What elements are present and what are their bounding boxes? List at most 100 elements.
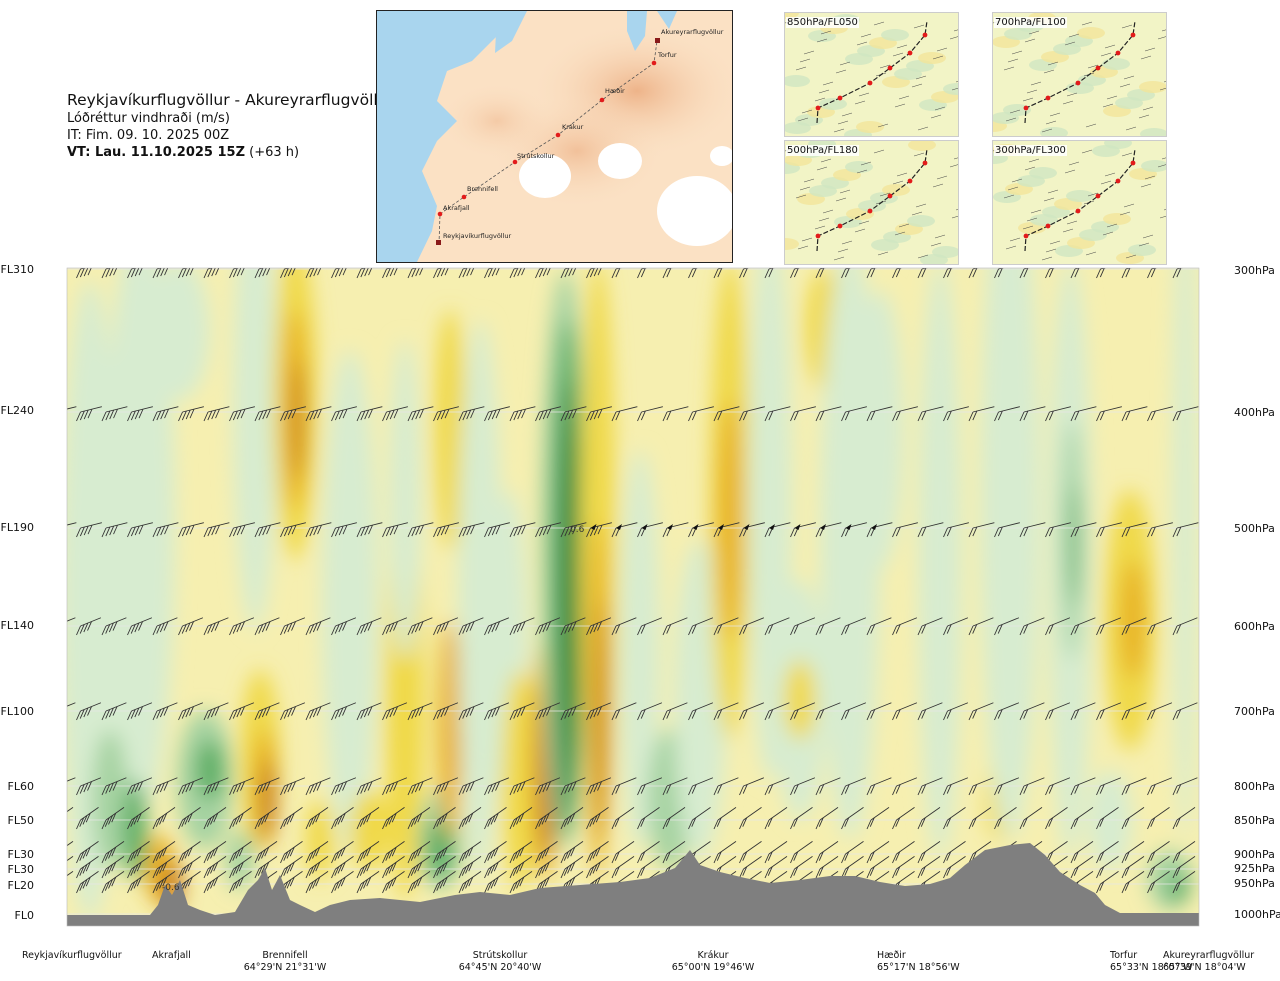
wind-barb (1070, 856, 1094, 879)
thumbnail-route (816, 20, 928, 124)
station-label: Hæðir 65°17'N 18°56'W (877, 950, 960, 974)
wind-barb (67, 807, 74, 813)
thumbnail-barb (1085, 251, 1097, 256)
wind-barb (152, 777, 178, 796)
thumbnail-barb (1041, 256, 1053, 261)
thumbnail-barb (858, 92, 870, 97)
wind-barb (560, 702, 586, 721)
thumbnail-barb (949, 164, 958, 168)
wind-barb (815, 856, 839, 879)
wind-barb (1045, 406, 1071, 422)
velocity-cell (292, 360, 304, 480)
valid-time: VT: Lau. 11.10.2025 15Z (+63 h) (67, 144, 394, 161)
thumbnail-barb (856, 169, 868, 174)
wind-barb (637, 856, 660, 879)
wind-barb (331, 522, 357, 538)
wind-barb (968, 617, 994, 636)
wind-barb (509, 522, 536, 538)
wind-barb (1019, 406, 1046, 422)
wind-barb (76, 406, 102, 422)
wind-barb (866, 807, 890, 830)
thumbnail-barb (1030, 209, 1042, 214)
wind-barb (1019, 777, 1045, 796)
wind-barb (484, 617, 510, 636)
terrain-profile (67, 843, 1199, 926)
thumbnail-station (837, 95, 843, 101)
thumbnail-field-cell (882, 184, 910, 196)
thumbnail-field-cell (819, 98, 847, 110)
wind-barb (229, 617, 255, 636)
thumbnail-barb (799, 58, 811, 63)
thumbnail-barb (801, 237, 813, 242)
wind-barb (127, 777, 153, 796)
wind-barb (1096, 702, 1122, 721)
thumbnail-field-cell (1102, 58, 1130, 70)
thumbnail-barb (795, 194, 807, 199)
wind-barb (101, 617, 127, 636)
wind-barb (611, 807, 635, 830)
wind-barb (1172, 871, 1196, 894)
wind-barb (994, 777, 1020, 796)
wind-barb (968, 807, 992, 830)
wind-barb (76, 807, 99, 830)
thumbnail-barb (860, 33, 872, 38)
wind-barb (739, 856, 762, 879)
wind-barb (356, 702, 382, 721)
wind-barb (229, 702, 255, 721)
wind-barb (152, 522, 179, 538)
thumbnail-barb (1081, 21, 1093, 26)
fl-tick-label: FL50 (7, 814, 34, 827)
thumbnail-barb (1123, 203, 1135, 208)
thumbnail-500hpa[interactable]: 500hPa/FL180 (784, 140, 959, 265)
wind-barb (178, 777, 204, 796)
wind-barb (764, 856, 788, 879)
fl-tick-label: FL190 (0, 521, 34, 534)
wind-barb (331, 807, 354, 830)
wind-barb (790, 777, 816, 796)
thumbnail-barb (930, 114, 942, 119)
wind-barb (713, 807, 737, 830)
wind-barb (1172, 807, 1196, 830)
thumbnail-barb (1142, 234, 1154, 239)
map-station-label: Reykjavíkurflugvöllur (443, 232, 512, 240)
wind-barb (968, 702, 994, 721)
velocity-cell (150, 268, 210, 400)
thumbnail-barb (814, 97, 826, 102)
velocity-cell (389, 340, 421, 660)
wind-barb (254, 777, 280, 796)
wind-barb (764, 807, 788, 830)
wind-barb (968, 777, 994, 796)
wind-barb (917, 856, 941, 879)
wind-barb (1070, 841, 1094, 864)
wind-barb (764, 777, 790, 796)
wind-barb (484, 406, 510, 422)
station-name: Brennifell (262, 950, 308, 961)
wind-barb (76, 617, 102, 636)
wind-barb (560, 522, 587, 538)
wind-barb (790, 841, 813, 864)
wind-barb (1147, 522, 1173, 538)
thumbnail-850hpa[interactable]: 850hPa/FL050 (784, 12, 959, 137)
wind-barb (484, 777, 510, 796)
thumbnail-700hpa[interactable]: 700hPa/FL100 (992, 12, 1167, 137)
station-label: Torfur 65°33'N 18°07'W (1110, 950, 1193, 974)
wind-barb (586, 617, 612, 636)
thumbnail-300hpa[interactable]: 300hPa/FL300 (992, 140, 1167, 265)
thumbnail-barb (1064, 41, 1076, 46)
thumbnail-barb (1104, 172, 1116, 177)
pressure-tick-label: 500hPa (1234, 522, 1275, 535)
wind-barb (280, 406, 306, 422)
thumbnail-barb (917, 254, 929, 259)
thumbnail-barb (1047, 189, 1059, 194)
wind-barb (152, 807, 176, 830)
wind-barb (356, 856, 380, 879)
station-name: Strútskollur (472, 950, 528, 961)
wind-barb (586, 702, 612, 721)
wind-barb (152, 702, 178, 721)
wind-barb (535, 856, 558, 879)
plot-frame (66, 267, 1200, 927)
velocity-cell (123, 780, 147, 880)
thumbnail-barb (873, 149, 885, 154)
thumbnail-barb (1068, 161, 1080, 166)
thumbnail-barb (1022, 225, 1034, 230)
